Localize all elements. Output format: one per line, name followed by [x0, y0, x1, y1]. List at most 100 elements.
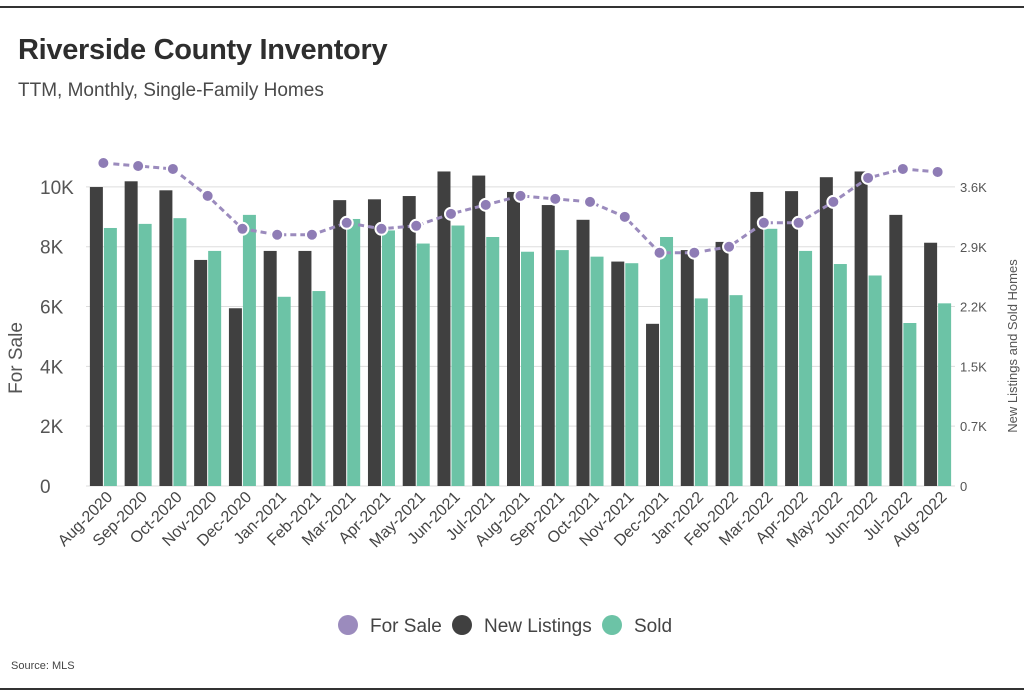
new-listings-bar [507, 191, 520, 487]
right-tick-label: 0.7K [960, 419, 987, 434]
for-sale-point [96, 155, 111, 170]
new-listings-bar [854, 171, 868, 486]
line-series [96, 155, 945, 260]
new-listings-bar [89, 187, 103, 486]
legend-swatch [338, 615, 358, 635]
for-sale-point [443, 206, 458, 221]
for-sale-point [131, 158, 146, 173]
for-sale-point [930, 164, 945, 179]
left-tick-label: 2K [40, 417, 64, 438]
for-sale-point [270, 227, 285, 242]
right-tick-label: 2.2K [960, 300, 987, 315]
chart-legend: For Sale New Listings Sold [338, 615, 672, 637]
legend-label: New Listings [484, 616, 592, 637]
for-sale-point [617, 209, 632, 224]
left-tick-label: 10K [40, 178, 74, 199]
sold-bar [625, 263, 639, 486]
sold-bar [242, 214, 256, 486]
sold-bar [486, 236, 500, 486]
new-listings-bar [263, 250, 277, 486]
new-listings-bar [924, 242, 938, 486]
for-sale-point [478, 197, 493, 212]
for-sale-point [409, 218, 424, 233]
sold-bar [521, 251, 534, 486]
for-sale-point [374, 221, 389, 236]
new-listings-bar [576, 219, 590, 486]
for-sale-line [103, 161, 938, 255]
new-listings-bar [680, 250, 694, 486]
for-sale-point [513, 188, 528, 203]
right-tick-label: 3.6K [960, 180, 987, 195]
new-listings-bar [646, 323, 660, 486]
left-axis-label: For Sale [6, 322, 27, 394]
for-sale-point [826, 194, 841, 209]
new-listings-bar [715, 241, 729, 486]
left-tick-label: 6K [40, 298, 64, 319]
for-sale-point [583, 194, 598, 209]
for-sale-point [895, 161, 910, 176]
new-listings-bar [228, 308, 242, 486]
for-sale-point [687, 245, 702, 260]
right-axis-label: New Listings and Sold Homes [1005, 259, 1020, 433]
sold-bar [173, 218, 187, 487]
for-sale-point [861, 170, 876, 185]
left-axis-ticks: 0 2K 4K 6K 8K 10K [40, 178, 74, 498]
source-note: Source: MLS [11, 660, 75, 672]
chart-title: Riverside County Inventory [18, 34, 388, 66]
for-sale-point [235, 221, 250, 236]
sold-bar [312, 291, 326, 486]
new-listings-bar [333, 200, 347, 486]
sold-bar [833, 264, 847, 486]
for-sale-point [791, 215, 806, 230]
for-sale-point [339, 215, 354, 230]
new-listings-bar [889, 214, 903, 486]
chart-subtitle: TTM, Monthly, Single-Family Homes [18, 80, 324, 101]
x-axis-ticks: Aug-2020Sep-2020Oct-2020Nov-2020Dec-2020… [55, 489, 950, 551]
sold-bar [381, 230, 395, 486]
sold-bar [138, 223, 152, 486]
sold-bar [277, 296, 291, 486]
sold-bar [868, 275, 882, 486]
bar-series [89, 171, 952, 487]
new-listings-bar [819, 177, 833, 487]
sold-bar [555, 250, 569, 486]
new-listings-bar [124, 181, 138, 486]
frame-top-border [0, 6, 1024, 8]
for-sale-point [652, 245, 667, 260]
legend-label: Sold [634, 616, 672, 637]
sold-bar [451, 225, 465, 486]
new-listings-bar [367, 199, 381, 486]
right-tick-label: 0 [960, 479, 967, 494]
right-tick-label: 2.9K [960, 240, 987, 255]
legend-swatch [602, 615, 622, 635]
right-axis-ticks: 0 0.7K 1.5K 2.2K 2.9K 3.6K [960, 180, 987, 494]
sold-bar [347, 218, 361, 487]
sold-bar [590, 256, 604, 486]
sold-bar [694, 298, 708, 486]
for-sale-point [304, 227, 319, 242]
frame-bottom-border [0, 688, 1024, 690]
for-sale-point [200, 188, 215, 203]
for-sale-point [548, 191, 563, 206]
sold-bar [103, 227, 117, 486]
new-listings-bar [298, 250, 312, 486]
legend-swatch [452, 615, 472, 635]
sold-bar [903, 323, 917, 486]
right-tick-label: 1.5K [960, 359, 987, 374]
new-listings-bar [437, 171, 451, 486]
left-tick-label: 8K [40, 238, 64, 259]
for-sale-point [756, 215, 771, 230]
sold-bar [729, 295, 743, 486]
sold-bar [416, 243, 430, 486]
sold-bar [208, 250, 222, 486]
new-listings-bar [611, 261, 625, 486]
legend-label: For Sale [370, 616, 442, 637]
sold-bar [764, 228, 778, 486]
for-sale-point [722, 239, 737, 254]
new-listings-bar [402, 196, 416, 486]
new-listings-bar [472, 175, 486, 487]
sold-bar [938, 303, 952, 486]
sold-bar [799, 250, 813, 486]
left-tick-label: 4K [40, 357, 64, 378]
